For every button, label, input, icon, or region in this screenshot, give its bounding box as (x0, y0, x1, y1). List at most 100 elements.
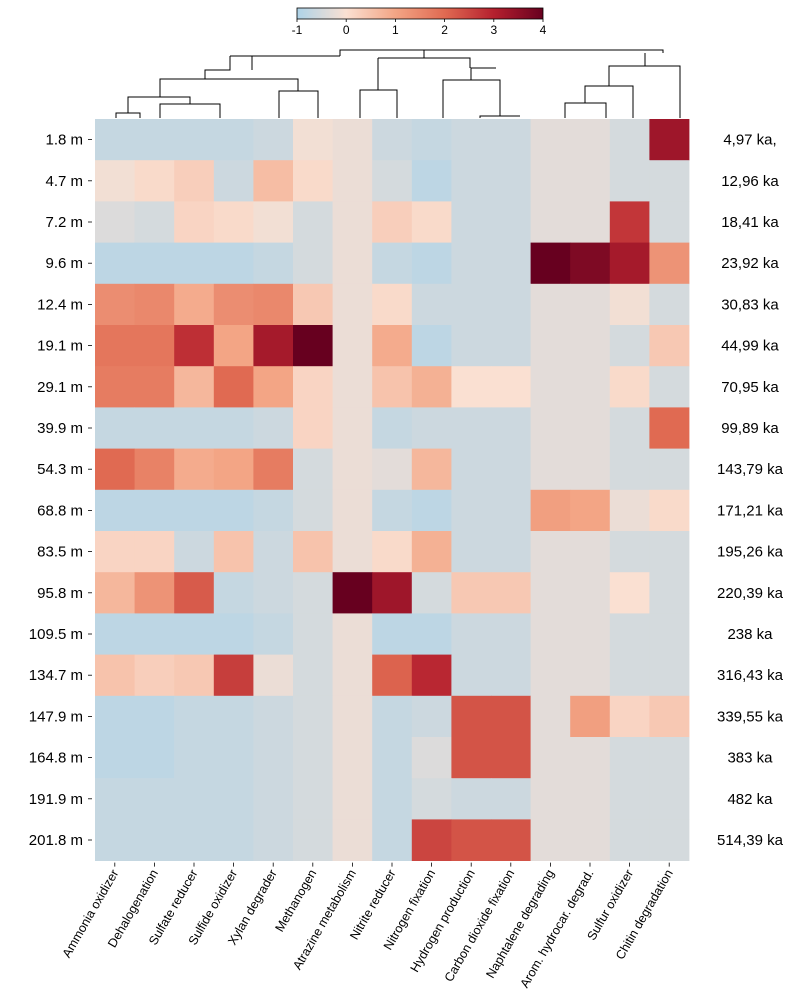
heatmap-cell (95, 613, 135, 655)
heatmap-cell (491, 489, 531, 532)
heatmap-cell (530, 572, 571, 614)
heatmap-cell (491, 119, 531, 161)
colorbar-tick-label: 2 (441, 23, 448, 37)
heatmap-cell (174, 572, 215, 614)
heatmap-cell (95, 242, 135, 285)
heatmap-cell (649, 283, 690, 326)
row-label: 39.9 m (37, 420, 83, 437)
row-label: 7.2 m (45, 214, 83, 231)
heatmap-cell (451, 366, 492, 408)
heatmap-cell (174, 407, 215, 449)
heatmap-cell (95, 531, 135, 573)
heatmap-cell (491, 366, 531, 408)
heatmap-cell (253, 119, 294, 161)
heatmap-cell (253, 407, 294, 449)
heatmap-cell (134, 737, 175, 779)
heatmap-cell (332, 819, 373, 861)
heatmap-cell (411, 325, 452, 367)
heatmap-cell (213, 695, 254, 738)
heatmap-cell (213, 654, 254, 697)
heatmap-cell (95, 489, 135, 532)
heatmap-cell (372, 242, 413, 285)
heatmap-cell (293, 242, 333, 285)
heatmap-cell (174, 613, 215, 655)
heatmap-cell (570, 366, 611, 408)
row-label: 4.7 m (45, 173, 83, 190)
row-label: 19.1 m (37, 338, 83, 355)
heatmap-cell (570, 325, 611, 367)
column-label: Methanogen (273, 867, 320, 934)
heatmap-cell (372, 778, 413, 820)
heatmap-cell (411, 695, 452, 738)
heatmap-cell (649, 819, 690, 861)
heatmap-cell (213, 531, 254, 573)
heatmap-cell (609, 737, 650, 779)
heatmap-cell (293, 160, 333, 202)
row-label: 83.5 m (37, 544, 83, 561)
heatmap-cell (293, 572, 333, 614)
heatmap-cell (174, 695, 215, 738)
row-label-right: 99,89 ka (721, 420, 779, 437)
heatmap-cell (134, 448, 175, 491)
heatmap-cell (293, 407, 333, 449)
heatmap-cell (332, 201, 373, 243)
heatmap-cell (411, 654, 452, 697)
heatmap-cell (491, 654, 531, 697)
heatmap-cell (530, 407, 571, 449)
heatmap-cell (253, 737, 294, 779)
heatmap-cell (293, 737, 333, 779)
row-label: 54.3 m (37, 461, 83, 478)
heatmap-cell (213, 737, 254, 779)
row-label: 147.9 m (29, 708, 83, 725)
row-label: 12.4 m (37, 296, 83, 313)
heatmap-cell (372, 160, 413, 202)
colorbar-gradient (296, 7, 544, 20)
heatmap-cell (530, 283, 571, 326)
heatmap-cell (411, 448, 452, 491)
column-dendrogram (115, 49, 681, 118)
heatmap-cell (332, 407, 373, 449)
row-label-right: 238 ka (727, 626, 773, 643)
heatmap-cell (609, 448, 650, 491)
heatmap-cell (95, 366, 135, 408)
heatmap-cell (332, 531, 373, 573)
heatmap-cell (530, 613, 571, 655)
column-label: Arom. hydrocar. degrad. (517, 867, 596, 990)
heatmap-cell (95, 407, 135, 449)
heatmap-cell (372, 737, 413, 779)
heatmap-cell (95, 160, 135, 202)
heatmap-cell (134, 283, 175, 326)
heatmap-cell (609, 119, 650, 161)
heatmap-cell (609, 572, 650, 614)
heatmap-cell (372, 283, 413, 326)
heatmap-cell (332, 737, 373, 779)
heatmap-cell (451, 325, 492, 367)
heatmap-cell (213, 778, 254, 820)
colorbar-tick-label: 1 (392, 23, 399, 37)
heatmap-cell (253, 695, 294, 738)
heatmap-cell (332, 160, 373, 202)
column-label: Carbon dioxide fixation (442, 867, 518, 984)
heatmap-cell (134, 695, 175, 738)
heatmap-cell (491, 613, 531, 655)
row-label: 201.8 m (29, 832, 83, 849)
heatmap-cell (293, 366, 333, 408)
heatmap-cell (609, 366, 650, 408)
heatmap-cell (134, 119, 175, 161)
heatmap-cell (95, 325, 135, 367)
heatmap-cell (134, 654, 175, 697)
heatmap-cell (293, 531, 333, 573)
heatmap-cell (134, 325, 175, 367)
heatmap-cell (293, 695, 333, 738)
heatmap-cell (95, 572, 135, 614)
heatmap-cell (530, 160, 571, 202)
heatmap-cell (451, 242, 492, 285)
heatmap-cell (491, 737, 531, 779)
heatmap-cell (293, 325, 333, 367)
heatmap-cell (213, 242, 254, 285)
heatmap-cell (253, 613, 294, 655)
heatmap-cell (491, 242, 531, 285)
heatmap-cell (649, 654, 690, 697)
